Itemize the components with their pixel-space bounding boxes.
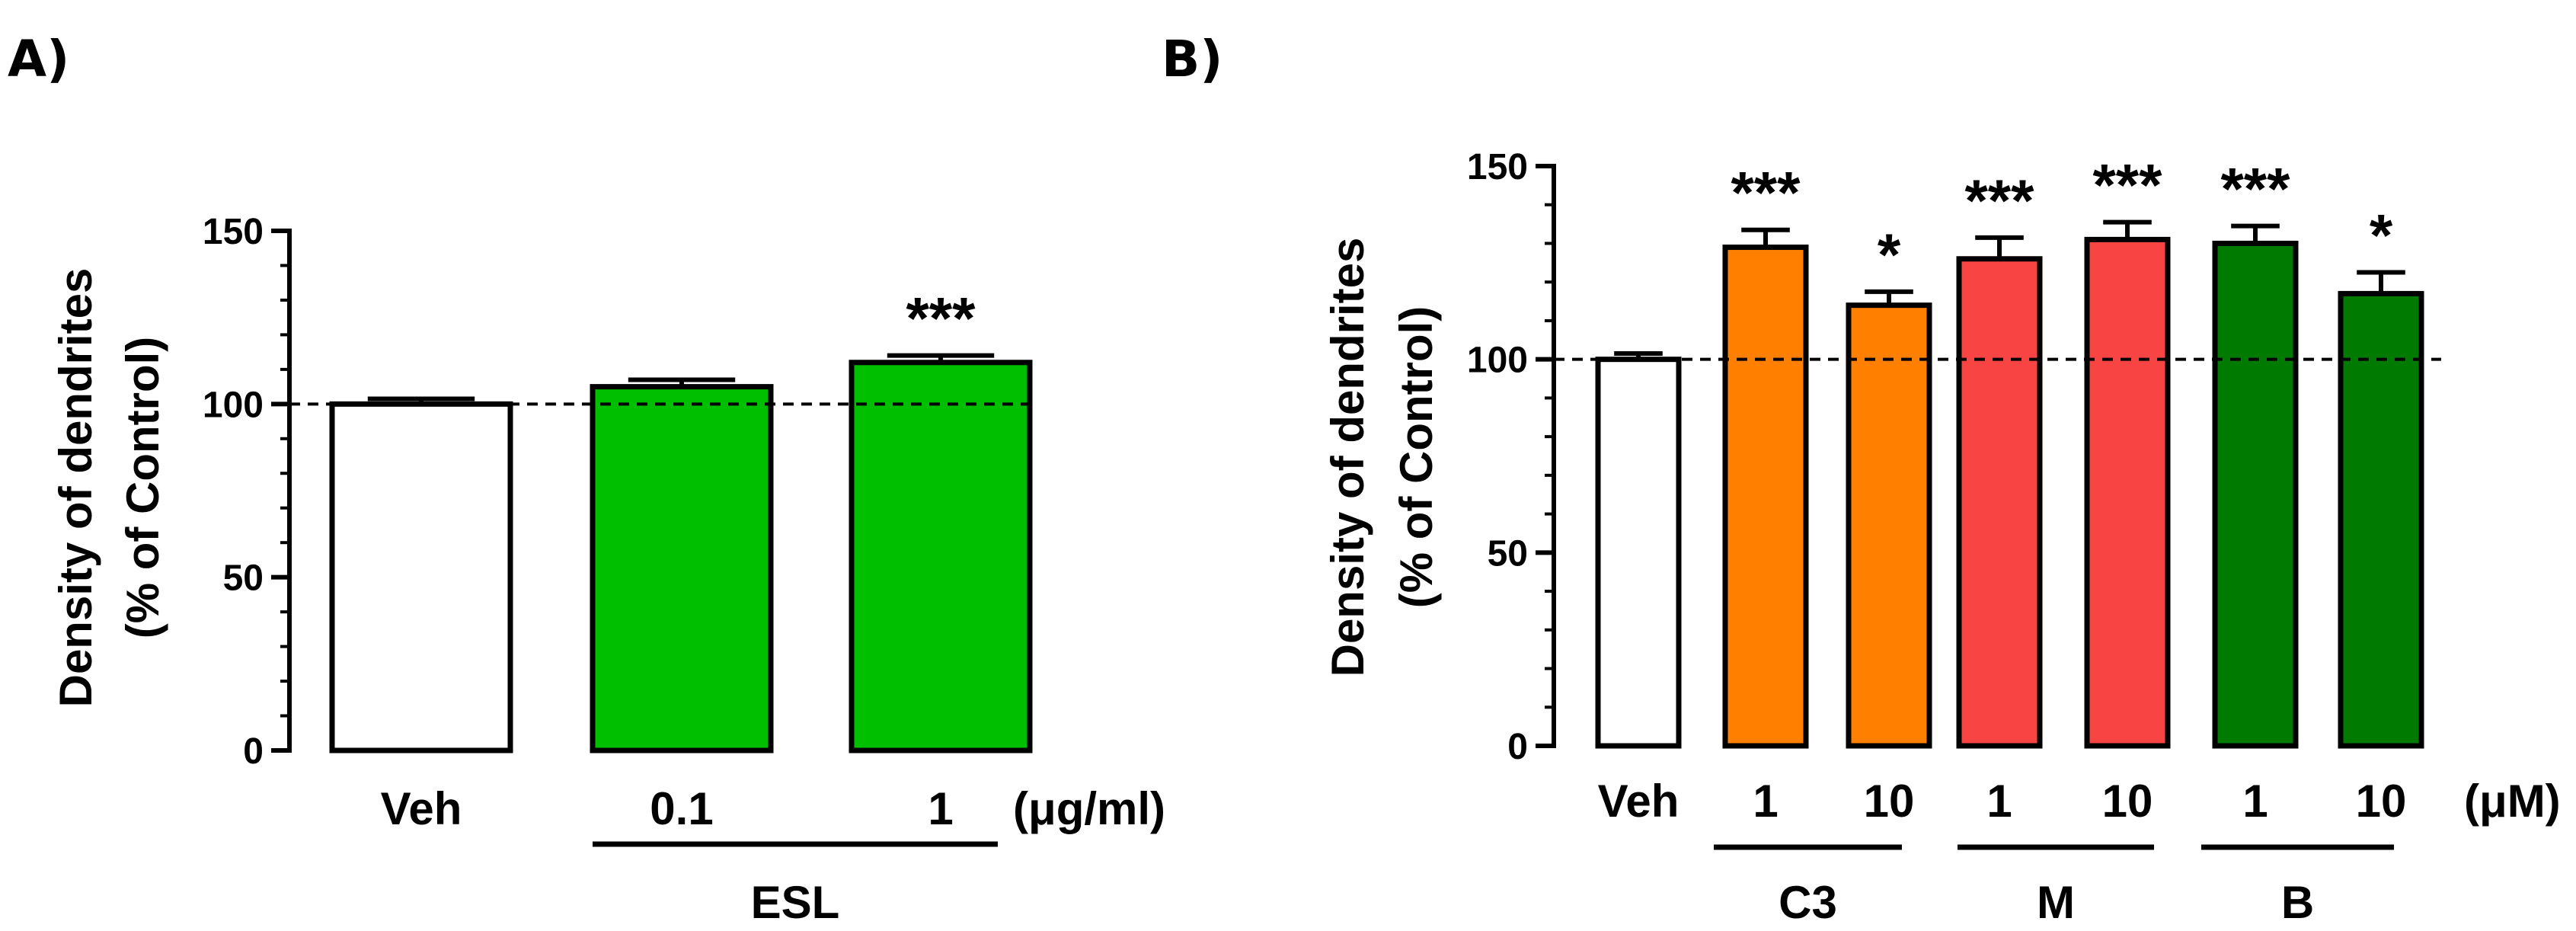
bar xyxy=(1595,357,1682,749)
y-axis-title-line1: Density of dendrites xyxy=(50,268,101,708)
significance-label: *** xyxy=(2092,152,2162,219)
panel-label: B) xyxy=(1162,30,1222,88)
significance-label: *** xyxy=(906,285,976,352)
bar xyxy=(2338,290,2424,749)
category-label: Veh xyxy=(1598,776,1680,827)
bar xyxy=(329,401,513,753)
y-axis-title-line2: (% of Control) xyxy=(1391,306,1442,609)
chart-panel-1: B) Density of dendrites (% of Control) 0 50 1… xyxy=(1162,30,2561,928)
bar xyxy=(2212,240,2299,749)
category-label: 1 xyxy=(2242,776,2268,827)
category-label: 1 xyxy=(1753,776,1778,827)
bar xyxy=(1956,256,2043,749)
bar xyxy=(2084,236,2171,749)
bar xyxy=(1846,302,1932,749)
category-label: 1 xyxy=(928,783,953,834)
y-tick-label: 100 xyxy=(203,385,264,425)
significance-label: *** xyxy=(1731,159,1801,226)
bar xyxy=(1722,245,1809,749)
group-label: C3 xyxy=(1779,877,1837,928)
group-label: B xyxy=(2281,877,2314,928)
category-label: 0.1 xyxy=(650,783,713,834)
y-tick-label: 150 xyxy=(1467,147,1528,187)
significance-label: *** xyxy=(1964,167,2034,234)
significance-label: * xyxy=(2370,202,2393,269)
significance-label: *** xyxy=(2220,155,2290,222)
y-tick-label: 150 xyxy=(203,212,264,252)
y-axis-title-line1: Density of dendrites xyxy=(1322,238,1373,677)
bar xyxy=(590,384,774,753)
unit-label: (μM) xyxy=(2464,776,2561,827)
group-label: ESL xyxy=(751,877,840,928)
y-tick-label: 0 xyxy=(1507,727,1528,767)
bar xyxy=(849,360,1033,753)
y-tick-label: 0 xyxy=(243,731,264,772)
category-label: 10 xyxy=(2102,776,2153,827)
significance-label: * xyxy=(1878,221,1901,288)
y-tick-label: 50 xyxy=(223,558,264,599)
unit-label: (μg/ml) xyxy=(1013,783,1165,834)
category-label: 1 xyxy=(1986,776,2012,827)
category-label: 10 xyxy=(2356,776,2407,827)
category-label: 10 xyxy=(1864,776,1915,827)
group-label: M xyxy=(2037,877,2075,928)
category-label: Veh xyxy=(381,783,462,834)
y-tick-label: 50 xyxy=(1488,533,1528,574)
chart-panel-0: A) Density of dendrites (% of Control) 0 50 1… xyxy=(8,30,1165,928)
panel-label: A) xyxy=(8,30,69,88)
y-tick-label: 100 xyxy=(1467,341,1528,381)
y-axis-title-line2: (% of Control) xyxy=(117,337,168,639)
